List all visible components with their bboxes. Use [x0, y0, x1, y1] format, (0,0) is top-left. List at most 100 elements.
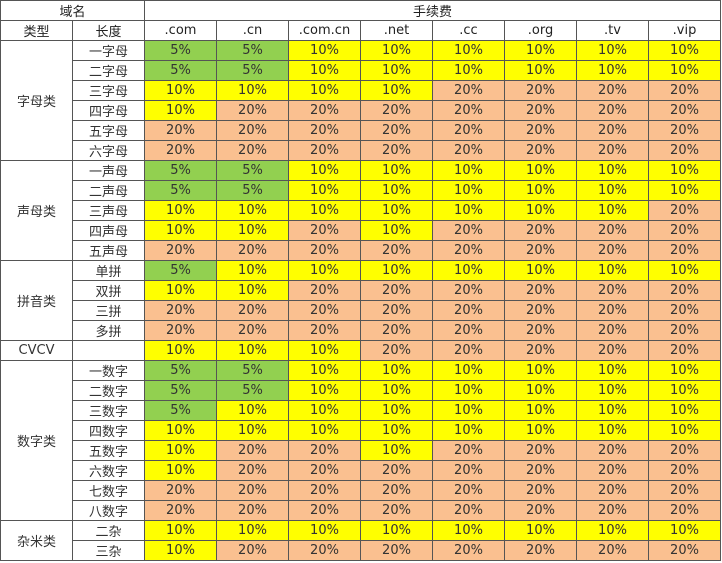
fee-cell: 20%: [648, 440, 721, 461]
fee-cell: 20%: [432, 540, 505, 561]
fee-cell: 20%: [504, 140, 577, 161]
fee-cell: 10%: [288, 160, 361, 181]
tld-header: .tv: [576, 20, 649, 41]
length-cell: 二声母: [72, 180, 145, 201]
fee-cell: 20%: [360, 540, 433, 561]
fee-cell: 10%: [144, 220, 217, 241]
length-cell: 三字母: [72, 80, 145, 101]
fee-cell: 20%: [504, 120, 577, 141]
fee-cell: 10%: [432, 200, 505, 221]
fee-cell: 10%: [504, 520, 577, 541]
fee-cell: 10%: [216, 80, 289, 101]
fee-cell: 20%: [144, 240, 217, 261]
fee-cell: 20%: [576, 320, 649, 341]
domain-header: 域名: [0, 0, 145, 21]
fee-cell: 10%: [648, 160, 721, 181]
fee-cell: 20%: [648, 140, 721, 161]
fee-cell: 10%: [288, 80, 361, 101]
length-cell: 四字母: [72, 100, 145, 121]
fee-cell: 20%: [648, 540, 721, 561]
fee-cell: 20%: [432, 240, 505, 261]
tld-header: .cc: [432, 20, 505, 41]
fee-cell: 20%: [144, 500, 217, 521]
fee-cell: 10%: [576, 160, 649, 181]
table-row: 三杂 10% 20% 20% 20% 20% 20% 20% 20%: [1, 540, 721, 561]
fee-cell: 10%: [432, 60, 505, 81]
fee-cell: 10%: [504, 60, 577, 81]
fee-cell: 20%: [576, 540, 649, 561]
table-row: 三声母 10% 10% 10% 10% 10% 10% 10% 20%: [1, 200, 721, 221]
fee-cell: 20%: [648, 460, 721, 481]
fee-cell: 20%: [576, 440, 649, 461]
fee-cell: 5%: [144, 60, 217, 81]
table-row: 多拼 20% 20% 20% 20% 20% 20% 20% 20%: [1, 320, 721, 341]
fee-cell: 20%: [216, 440, 289, 461]
fee-cell: 10%: [216, 400, 289, 421]
fee-cell: 20%: [288, 280, 361, 301]
fee-cell: 20%: [648, 340, 721, 361]
table-row: 五数字 10% 20% 20% 10% 20% 20% 20% 20%: [1, 440, 721, 461]
fee-cell: 10%: [216, 200, 289, 221]
fee-cell: 20%: [216, 460, 289, 481]
fee-cell: 20%: [648, 500, 721, 521]
fee-cell: 20%: [216, 120, 289, 141]
fee-cell: 10%: [576, 180, 649, 201]
length-cell: 四数字: [72, 420, 145, 441]
fee-cell: 5%: [216, 40, 289, 61]
fee-cell: 20%: [504, 460, 577, 481]
fee-cell: 10%: [216, 340, 289, 361]
fee-cell: 20%: [648, 300, 721, 321]
table-row: CVCV 10% 10% 10% 20% 20% 20% 20% 20%: [0, 340, 721, 361]
fee-cell: 5%: [144, 360, 217, 381]
fee-cell: 10%: [648, 180, 721, 201]
table-row: 八数字 20% 20% 20% 20% 20% 20% 20% 20%: [1, 500, 721, 521]
fee-cell: 20%: [432, 120, 505, 141]
length-cell: 四声母: [72, 220, 145, 241]
fee-cell: 10%: [648, 520, 721, 541]
fee-cell: 20%: [648, 320, 721, 341]
fee-cell: 10%: [360, 60, 433, 81]
fee-cell: 10%: [216, 420, 289, 441]
fee-cell: 20%: [648, 100, 721, 121]
fee-cell: 20%: [360, 460, 433, 481]
fee-cell: 20%: [144, 140, 217, 161]
tld-header: .org: [504, 20, 577, 41]
fee-cell: 5%: [144, 400, 217, 421]
fee-cell: 20%: [144, 300, 217, 321]
fee-cell: 10%: [504, 420, 577, 441]
fee-cell: 20%: [144, 120, 217, 141]
length-cell: 五声母: [72, 240, 145, 261]
fee-cell: 10%: [504, 160, 577, 181]
fee-cell: 20%: [504, 220, 577, 241]
fee-cell: 10%: [360, 220, 433, 241]
fee-cell: 20%: [432, 460, 505, 481]
fee-cell: 10%: [648, 40, 721, 61]
fee-cell: 20%: [360, 320, 433, 341]
fee-cell: 20%: [216, 540, 289, 561]
category-cell: 字母类: [0, 40, 73, 161]
fee-cell: 20%: [576, 240, 649, 261]
fee-cell: 20%: [288, 140, 361, 161]
fee-cell: 10%: [648, 380, 721, 401]
fee-cell: 10%: [576, 420, 649, 441]
table-row: 字母类 一字母 5% 5% 10% 10% 10% 10% 10% 10%: [0, 40, 721, 161]
table-row: 双拼 10% 10% 20% 20% 20% 20% 20% 20%: [1, 280, 721, 301]
length-cell: 三数字: [72, 400, 145, 421]
fee-cell: 20%: [360, 120, 433, 141]
fee-cell: 10%: [360, 160, 433, 181]
fee-cell: 10%: [360, 200, 433, 221]
fee-cell: 10%: [504, 380, 577, 401]
fee-cell: 20%: [432, 140, 505, 161]
fee-cell: 10%: [360, 260, 433, 281]
fee-cell: 10%: [432, 180, 505, 201]
fee-cell: 10%: [360, 380, 433, 401]
fee-cell: 10%: [216, 260, 289, 281]
fee-cell: 10%: [216, 280, 289, 301]
fee-cell: 10%: [576, 260, 649, 281]
table-row: 四声母 10% 10% 20% 10% 20% 20% 20% 20%: [1, 220, 721, 241]
fee-cell: 10%: [504, 260, 577, 281]
table-row: 六字母 20% 20% 20% 20% 20% 20% 20% 20%: [1, 140, 721, 161]
fee-cell: 20%: [504, 540, 577, 561]
length-cell: 六数字: [72, 460, 145, 481]
fee-cell: 20%: [576, 140, 649, 161]
